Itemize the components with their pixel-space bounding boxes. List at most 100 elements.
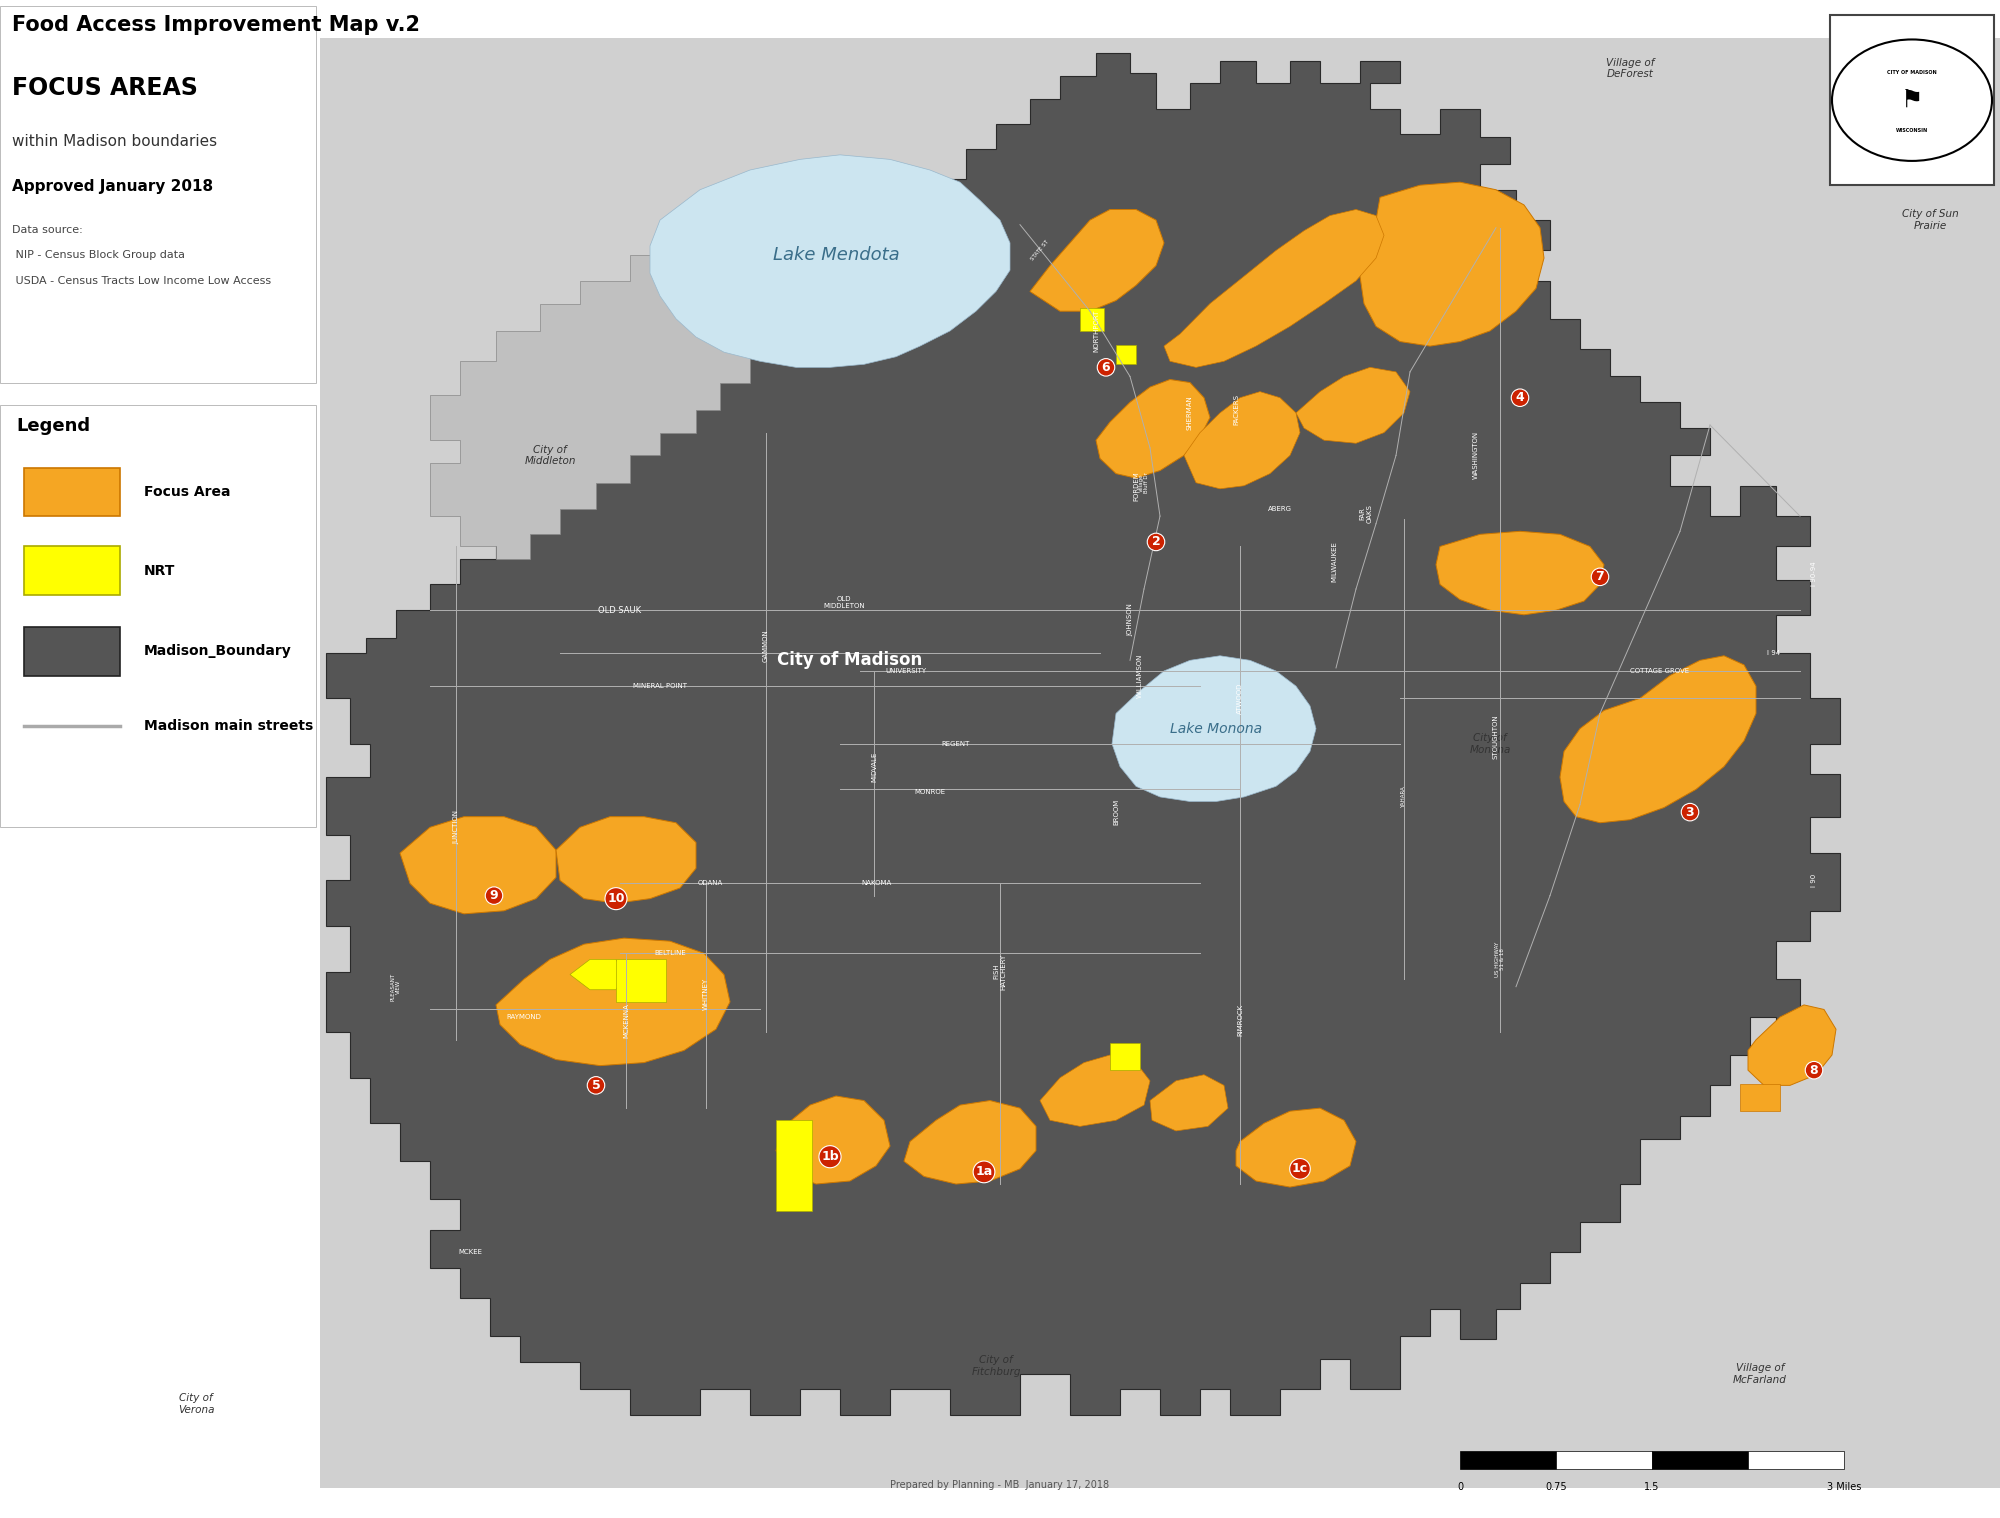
Text: USDA - Census Tracts Low Income Low Access: USDA - Census Tracts Low Income Low Acce… xyxy=(12,276,272,287)
Polygon shape xyxy=(1296,367,1410,443)
Polygon shape xyxy=(1436,531,1604,615)
Text: City of
Verona: City of Verona xyxy=(178,1394,214,1415)
Polygon shape xyxy=(430,182,910,559)
Text: WISCONSIN: WISCONSIN xyxy=(1896,128,1928,134)
Polygon shape xyxy=(1184,392,1300,489)
Text: I 94: I 94 xyxy=(1768,650,1780,656)
Text: MIDVALE: MIDVALE xyxy=(872,751,876,782)
Bar xyxy=(1116,345,1136,364)
Text: WASHINGTON: WASHINGTON xyxy=(1472,431,1480,480)
Text: City of Madison: City of Madison xyxy=(778,651,922,669)
Text: 8: 8 xyxy=(1810,1064,1818,1076)
Text: US HIGHWAY
51 & 18: US HIGHWAY 51 & 18 xyxy=(1494,941,1506,978)
Polygon shape xyxy=(1560,656,1756,823)
Bar xyxy=(776,1120,812,1211)
Text: Lake Monona: Lake Monona xyxy=(1170,721,1262,736)
Text: FORDEM: FORDEM xyxy=(1132,471,1140,501)
Bar xyxy=(24,468,120,516)
Text: Data source:: Data source: xyxy=(12,225,82,235)
Polygon shape xyxy=(1360,182,1544,346)
Text: 3: 3 xyxy=(1686,806,1694,818)
Text: 0.75: 0.75 xyxy=(1546,1482,1566,1492)
Polygon shape xyxy=(1748,1005,1836,1085)
Text: NRT: NRT xyxy=(144,563,176,578)
Text: Food Access Improvement Map v.2: Food Access Improvement Map v.2 xyxy=(12,15,420,35)
Text: 1.5: 1.5 xyxy=(1644,1482,1660,1492)
Polygon shape xyxy=(650,155,1010,367)
Text: Lake Mendota: Lake Mendota xyxy=(772,246,900,264)
Text: ATWOOD: ATWOOD xyxy=(1236,683,1244,713)
Text: CITY OF MADISON: CITY OF MADISON xyxy=(1888,70,1936,76)
Polygon shape xyxy=(570,959,624,990)
Text: REGENT: REGENT xyxy=(942,741,970,747)
Polygon shape xyxy=(776,1096,890,1184)
Text: RIMROCK: RIMROCK xyxy=(1236,1003,1244,1037)
Bar xyxy=(24,627,120,676)
Text: 0: 0 xyxy=(1456,1482,1464,1492)
Polygon shape xyxy=(400,817,556,914)
Text: Legend: Legend xyxy=(16,417,90,436)
Bar xyxy=(320,38,2000,1488)
Text: SHERMAN: SHERMAN xyxy=(1188,396,1192,430)
Text: STATE ST: STATE ST xyxy=(1030,240,1050,261)
Text: City of
Middleton: City of Middleton xyxy=(524,445,576,466)
Text: I 90: I 90 xyxy=(1812,874,1816,887)
Text: PLEASANT
VIEW: PLEASANT VIEW xyxy=(390,973,402,1000)
Text: Madison_Boundary: Madison_Boundary xyxy=(144,644,292,659)
Polygon shape xyxy=(1150,1075,1228,1131)
Text: MCKEE: MCKEE xyxy=(458,1249,482,1255)
Polygon shape xyxy=(1112,656,1316,802)
Text: 5: 5 xyxy=(592,1079,600,1091)
Text: ABERG: ABERG xyxy=(1268,505,1292,512)
Text: 1c: 1c xyxy=(1292,1163,1308,1175)
Text: 1b: 1b xyxy=(822,1151,838,1163)
Bar xyxy=(616,959,666,1002)
Text: City of Sun
Prairie: City of Sun Prairie xyxy=(1902,209,1958,231)
Text: BROOM: BROOM xyxy=(1112,798,1120,826)
Text: Village
Bluff Dr: Village Bluff Dr xyxy=(1138,472,1150,493)
Bar xyxy=(24,546,120,595)
Text: 7: 7 xyxy=(1596,571,1604,583)
Text: 9: 9 xyxy=(490,890,498,902)
Text: 6: 6 xyxy=(1102,361,1110,373)
Text: COTTAGE GROVE: COTTAGE GROVE xyxy=(1630,668,1690,674)
Text: Village of
McFarland: Village of McFarland xyxy=(1734,1363,1786,1384)
Text: NORTHPORT: NORTHPORT xyxy=(1092,310,1100,352)
Text: WHITNEY: WHITNEY xyxy=(704,978,708,1011)
Polygon shape xyxy=(1040,1055,1150,1126)
Text: OLD
MIDDLETON: OLD MIDDLETON xyxy=(824,597,864,609)
FancyBboxPatch shape xyxy=(0,6,316,383)
Text: within Madison boundaries: within Madison boundaries xyxy=(12,134,218,149)
FancyBboxPatch shape xyxy=(1830,15,1994,185)
Text: I 90-94: I 90-94 xyxy=(1812,562,1816,586)
Text: NAKOMA: NAKOMA xyxy=(860,880,892,887)
Text: 10: 10 xyxy=(608,893,624,905)
Text: OLD SAUK: OLD SAUK xyxy=(598,606,642,615)
Text: YAHARA: YAHARA xyxy=(1402,786,1406,808)
Text: Madison main streets: Madison main streets xyxy=(144,718,314,733)
Text: FOCUS AREAS: FOCUS AREAS xyxy=(12,76,198,100)
Text: MINERAL POINT: MINERAL POINT xyxy=(632,683,688,689)
Text: MCKENNA: MCKENNA xyxy=(624,1003,628,1037)
Bar xyxy=(1110,1043,1140,1070)
Text: City of
Monona: City of Monona xyxy=(1470,733,1510,754)
Bar xyxy=(1748,1451,1844,1469)
Polygon shape xyxy=(326,53,1840,1415)
Polygon shape xyxy=(1096,380,1210,478)
Bar xyxy=(1080,308,1104,331)
Text: JUNCTION: JUNCTION xyxy=(452,811,460,844)
Text: BELTLINE: BELTLINE xyxy=(654,950,686,956)
Text: STOUGHTON: STOUGHTON xyxy=(1492,713,1500,759)
Bar xyxy=(1740,1084,1780,1111)
Text: UNIVERSITY: UNIVERSITY xyxy=(886,668,926,674)
Text: FAR
OAKS: FAR OAKS xyxy=(1360,504,1372,522)
Bar xyxy=(1460,1451,1556,1469)
FancyBboxPatch shape xyxy=(0,405,316,827)
Text: NIP - Census Block Group data: NIP - Census Block Group data xyxy=(12,250,184,261)
Text: WILLIAMSON: WILLIAMSON xyxy=(1136,653,1144,698)
Text: Prepared by Planning - MB  January 17, 2018: Prepared by Planning - MB January 17, 20… xyxy=(890,1480,1110,1489)
Text: RAYMOND: RAYMOND xyxy=(506,1014,542,1020)
Text: JOHNSON: JOHNSON xyxy=(1128,603,1132,636)
Bar xyxy=(1556,1451,1652,1469)
Text: Approved January 2018: Approved January 2018 xyxy=(12,179,214,194)
